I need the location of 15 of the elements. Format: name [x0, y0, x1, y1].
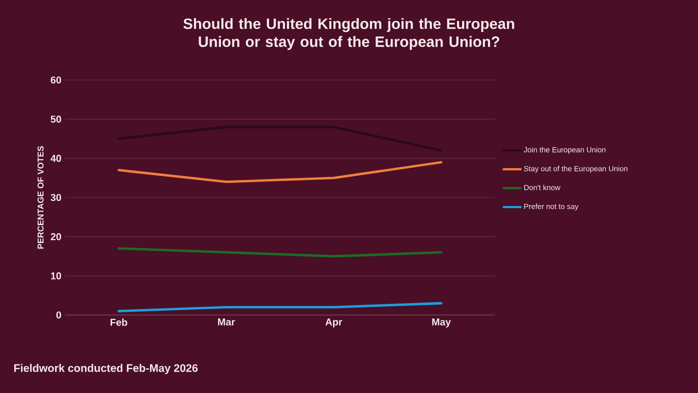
y-tick-label: 40 — [50, 154, 62, 162]
y-tick-label: 30 — [50, 194, 62, 202]
text: Fieldwork conducted Feb-May 2026 — [14, 364, 198, 374]
y-axis-title: PERCENTAGE OF VOTES — [38, 146, 44, 249]
y-tick-label: 50 — [50, 116, 62, 123]
line-series — [118, 161, 442, 184]
x-tick-label: Feb — [110, 318, 128, 326]
x-tick-label: Apr — [325, 318, 342, 328]
y-tick-label: 20 — [50, 233, 62, 240]
y-tick-label: 10 — [51, 272, 62, 280]
x-tick-label: Mar — [218, 318, 235, 326]
x-tick-label: May — [432, 318, 451, 328]
chart-title: Should the United Kingdom join the European Union or stay out of the European Union? — [183, 18, 514, 50]
y-tick-label: 0 — [56, 311, 62, 319]
y-tick-label: 60 — [50, 76, 62, 84]
